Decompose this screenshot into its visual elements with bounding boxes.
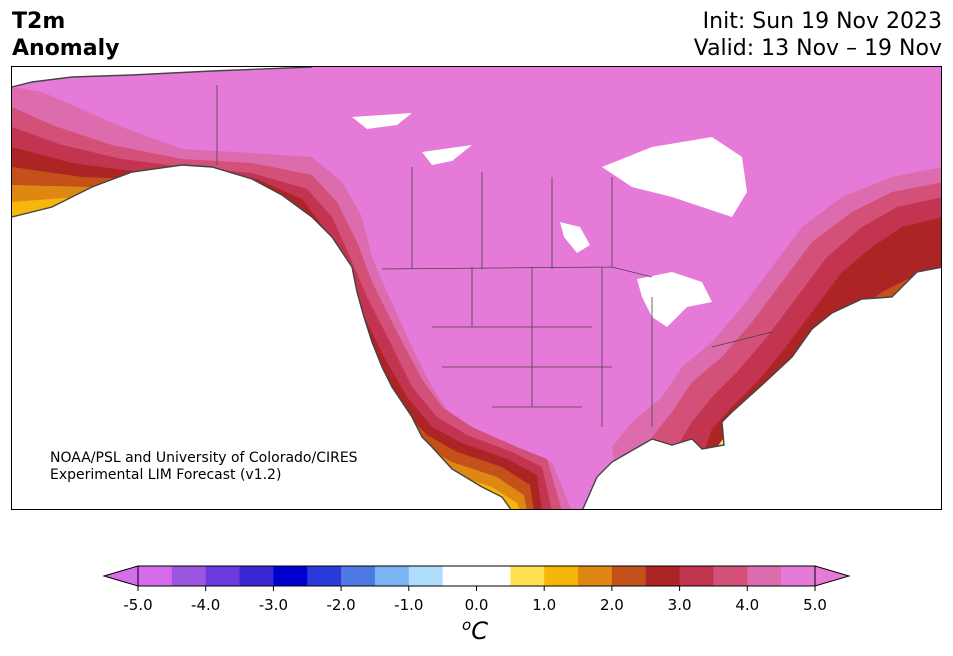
- colorbar-swatch: [239, 566, 274, 586]
- title-line-1: T2m: [12, 9, 66, 34]
- colorbar-tick-label: -4.0: [191, 596, 221, 614]
- colorbar-swatch: [138, 566, 173, 586]
- colorbar-tick-label: 2.0: [599, 596, 624, 614]
- colorbar: -5.0 -4.0 -3.0 -2.0 -1.0 0.0 1.0 2.0 3.0 4.0 5.0 o…: [0, 556, 953, 656]
- unit-superscript: o: [462, 616, 472, 634]
- colorbar-swatch: [578, 566, 613, 586]
- colorbar-swatch: [747, 566, 782, 586]
- colorbar-tick-label: -2.0: [326, 596, 356, 614]
- map-title: T2m Anomaly: [12, 8, 119, 62]
- colorbar-tick-label: 1.0: [532, 596, 557, 614]
- great-lakes: [637, 272, 712, 327]
- colorbar-tick-label: -1.0: [394, 596, 424, 614]
- colorbar-swatch: [341, 566, 376, 586]
- credit-line-2: Experimental LIM Forecast (v1.2): [50, 467, 282, 483]
- map-credit: NOAA/PSL and University of Colorado/CIRE…: [50, 450, 358, 484]
- colorbar-swatch: [611, 566, 647, 586]
- init-date: Init: Sun 19 Nov 2023: [702, 9, 942, 34]
- colorbar-swatch: [408, 566, 444, 586]
- lake-winnipeg: [560, 222, 590, 253]
- colorbar-tick-label: 4.0: [735, 596, 760, 614]
- colorbar-swatch: [476, 566, 511, 586]
- colorbar-tick-label: 3.0: [667, 596, 692, 614]
- colorbar-swatch: [307, 566, 342, 586]
- colorbar-tick-label: 5.0: [803, 596, 827, 614]
- colorbar-swatch: [645, 566, 681, 586]
- forecast-dates: Init: Sun 19 Nov 2023 Valid: 13 Nov – 19…: [694, 8, 942, 62]
- colorbar-swatch: [679, 566, 714, 586]
- credit-line-1: NOAA/PSL and University of Colorado/CIRE…: [50, 450, 358, 466]
- hudson-bay: [602, 137, 747, 217]
- great-bear-lake: [352, 113, 412, 129]
- colorbar-tick-label: -5.0: [123, 596, 153, 614]
- colorbar-swatch: [442, 566, 477, 586]
- north-america-map: [12, 67, 941, 509]
- anomaly-map: NOAA/PSL and University of Colorado/CIRE…: [11, 66, 942, 510]
- colorbar-swatch: [781, 566, 816, 586]
- colorbar-swatch: [171, 566, 207, 586]
- colorbar-min-arrow: [102, 565, 139, 587]
- colorbar-max-arrow: [814, 565, 851, 587]
- unit-label: oC: [462, 616, 488, 645]
- colorbar-swatch: [510, 566, 545, 586]
- colorbar-swatch: [544, 566, 579, 586]
- colorbar-swatch: [273, 566, 308, 586]
- colorbar-swatch: [374, 566, 410, 586]
- coastline: [12, 67, 941, 509]
- colorbar-swatches: [102, 565, 851, 591]
- colorbar-swatch: [205, 566, 241, 586]
- colorbar-tick-label: 0.0: [464, 596, 489, 614]
- arctic-islands: [752, 67, 941, 157]
- anomaly-fill: [12, 67, 941, 509]
- unit-base: C: [471, 617, 488, 645]
- great-slave-lake: [422, 145, 472, 165]
- valid-date: Valid: 13 Nov – 19 Nov: [693, 36, 942, 61]
- colorbar-tick-label: -3.0: [258, 596, 289, 614]
- political-borders: [216, 85, 773, 427]
- colorbar-swatch: [713, 566, 748, 586]
- title-line-2: Anomaly: [12, 36, 120, 61]
